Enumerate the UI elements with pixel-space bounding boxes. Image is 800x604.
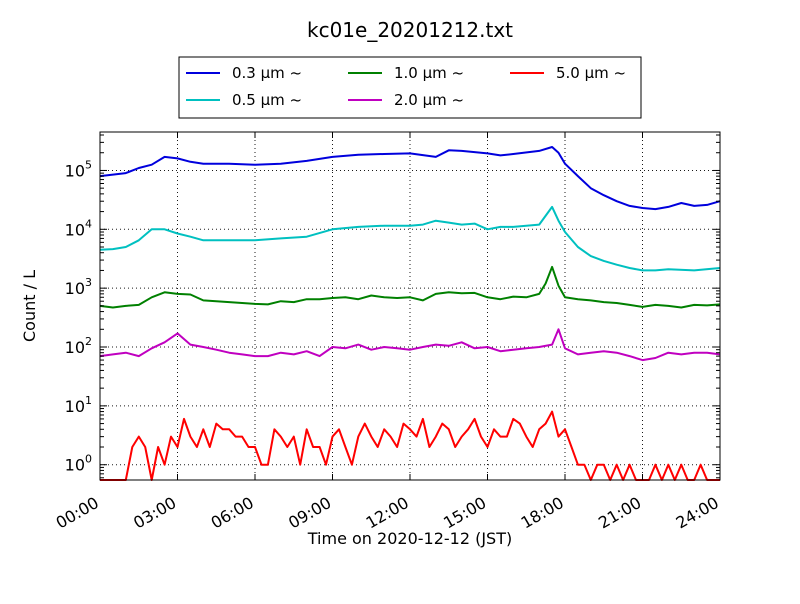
legend-label: 2.0 μm ~	[394, 91, 464, 109]
series-layer	[99, 146, 721, 481]
x-axis-label: Time on 2020-12-12 (JST)	[307, 529, 512, 548]
legend-items: 0.3 μm ~ 0.5 μm ~ 1.0 μm ~ 2.0 μm ~ 5.0 μm ~	[186, 64, 626, 109]
y-axis-label: Count / L	[20, 270, 39, 342]
chart-title: kc01e_20201212.txt	[307, 18, 513, 42]
legend-label: 0.3 μm ~	[232, 64, 302, 82]
series-line-1	[99, 146, 721, 211]
series-line-2	[99, 205, 721, 272]
legend-label: 0.5 μm ~	[232, 91, 302, 109]
series-line-5	[100, 410, 720, 481]
series-line-3	[99, 265, 721, 309]
legend: 0.3 μm ~ 0.5 μm ~ 1.0 μm ~ 2.0 μm ~ 5.0 μm ~	[178, 56, 642, 119]
legend-box	[178, 56, 642, 119]
legend-label: 1.0 μm ~	[394, 64, 464, 82]
series-line-4	[99, 328, 721, 362]
legend-label: 5.0 μm ~	[556, 64, 626, 82]
